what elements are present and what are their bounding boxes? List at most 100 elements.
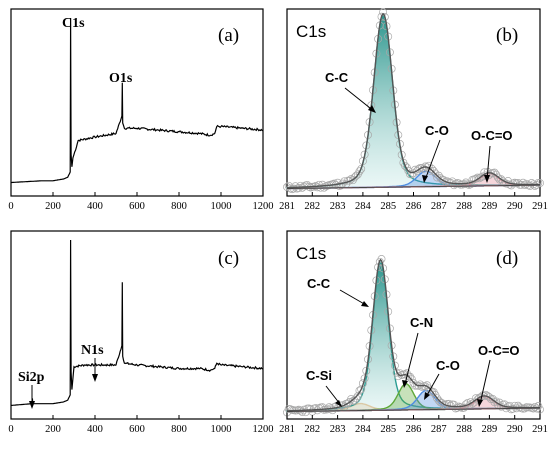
- panel-b-tick-label: 289: [482, 201, 498, 212]
- panel-b-tick-label: 284: [355, 201, 372, 212]
- panel-a: 0 200 400 600 800 1000 1200 (a) C1s O1s: [8, 8, 274, 212]
- panel-a-label-c1s: C1s: [62, 16, 85, 31]
- panel-b-tick-label: 285: [380, 201, 396, 212]
- panel-d-data-point: [471, 394, 480, 403]
- panel-c: 0 200 400 600 800 1000 1200 (c) Si2p N1s: [8, 230, 274, 435]
- panel-b-leader-ocoo: [486, 145, 491, 181]
- panel-d-tick-label: 286: [406, 424, 422, 435]
- panel-d-data-point: [466, 397, 475, 406]
- panel-c-tick-label: 1000: [211, 424, 232, 435]
- panel-b-data-point: [416, 163, 425, 172]
- panel-b-label-co: C-O: [425, 123, 449, 138]
- panel-a-tick-label: 1200: [253, 201, 274, 212]
- panel-a-tick-label: 200: [45, 201, 61, 212]
- panel-d-leader-csi: [325, 385, 341, 405]
- panel-c-tick-label: 0: [8, 424, 13, 435]
- panel-d-data-point: [360, 374, 369, 383]
- panel-c-tick-label: 200: [45, 424, 61, 435]
- panel-b-letter: (b): [496, 25, 518, 46]
- panel-d: 281 282 283 284 285 286 287 288 289 290 291 C1s (d…: [279, 230, 548, 435]
- panel-d-tick-label: 281: [279, 424, 295, 435]
- panel-d-data-point: [441, 400, 450, 409]
- panel-d-leader-ocoo-head: [477, 399, 483, 407]
- panel-d-data-point: [534, 402, 543, 410]
- panel-d-baseline: [287, 407, 541, 412]
- panel-d-data-point: [311, 404, 320, 413]
- panel-b-leader-co: [424, 139, 441, 181]
- panel-b-tick-label: 286: [406, 201, 422, 212]
- panel-d-letter: (d): [496, 248, 518, 269]
- panel-d-envelope: [287, 258, 540, 412]
- panel-c-label-si2p: Si2p: [18, 370, 45, 385]
- panel-d-raw-data: [283, 255, 544, 417]
- panel-b-tick-label: 287: [431, 201, 447, 212]
- panel-b-data-point: [473, 173, 482, 182]
- panel-b-title: C1s: [296, 22, 326, 41]
- panel-d-leader-ocoo: [479, 359, 491, 405]
- panel-d-leader-cc-head: [361, 301, 369, 307]
- panel-b-leader-ocoo-head: [484, 175, 490, 183]
- panel-b-tick-label: 281: [279, 201, 295, 212]
- panel-c-arrow-si2p-head: [29, 401, 35, 409]
- panel-d-leader-csi-head: [335, 400, 342, 407]
- panel-b-data-point: [379, 8, 388, 17]
- panel-d-data-point: [407, 375, 416, 384]
- panel-a-tick-label: 1000: [211, 201, 232, 212]
- panel-b-envelope: [287, 12, 540, 189]
- panel-d-data-point: [286, 405, 295, 414]
- panel-c-tick-label: 1200: [253, 424, 274, 435]
- panel-c-x-axis: 0 200 400 600 800 1000 1200: [8, 415, 274, 435]
- panel-d-tick-label: 283: [330, 424, 346, 435]
- panel-d-data-point: [536, 405, 544, 414]
- panel-d-tick-label: 288: [456, 424, 472, 435]
- panel-b-data-point: [519, 178, 528, 187]
- panel-b-x-axis: 281 282 283 284 285 286 287 288 289 290 291: [279, 192, 548, 212]
- panel-b-leader-co-head: [422, 175, 428, 183]
- panel-d-title: C1s: [296, 244, 326, 263]
- panel-d-data-point: [355, 386, 364, 395]
- panel-d-tick-label: 282: [304, 424, 320, 435]
- panel-d-data-point: [357, 385, 366, 394]
- panel-b-tick-label: 290: [507, 201, 523, 212]
- panel-b-baseline: [287, 184, 540, 189]
- panel-d-data-point: [444, 399, 453, 408]
- panel-d-tick-label: 291: [532, 424, 548, 435]
- panel-b-data-point: [429, 167, 438, 175]
- panel-d-leader-cc: [339, 289, 367, 306]
- panel-a-tick-label: 0: [8, 201, 13, 212]
- panel-d-data-point: [375, 257, 384, 266]
- panel-c-label-n1s: N1s: [81, 343, 104, 358]
- panel-c-spectrum: [11, 239, 264, 406]
- panel-d-leader-co: [425, 373, 440, 398]
- panel-d-leader-cn-head: [402, 380, 408, 388]
- panel-c-tick-label: 800: [171, 424, 187, 435]
- panel-b-data-point: [426, 166, 435, 175]
- panel-d-tick-label: 287: [431, 424, 447, 435]
- panel-c-letter: (c): [218, 248, 239, 269]
- panel-b-data-point: [536, 179, 544, 188]
- panel-b-tick-label: 288: [456, 201, 472, 212]
- panel-b-data-point: [421, 162, 430, 171]
- panel-a-tick-label: 800: [171, 201, 187, 212]
- panel-b-data-point: [414, 165, 423, 173]
- panel-d-label-csi: C-Si: [306, 368, 332, 383]
- panel-b-label-cc: C-C: [325, 70, 349, 85]
- panel-b-leader-cc-head: [368, 105, 376, 113]
- panel-c-tick-label: 400: [87, 424, 103, 435]
- panel-a-tick-label: 600: [129, 201, 145, 212]
- panel-b-tick-label: 282: [304, 201, 320, 212]
- panel-d-data-point: [453, 403, 462, 412]
- panel-c-tick-label: 600: [129, 424, 145, 435]
- panel-d-x-axis: 281 282 283 284 285 286 287 288 289 290 291: [279, 415, 548, 435]
- panel-b-data-point: [296, 181, 305, 190]
- panel-d-tick-label: 289: [482, 424, 498, 435]
- panel-a-spectrum: [11, 17, 264, 184]
- panel-a-letter: (a): [218, 25, 239, 46]
- panel-d-label-cn: C-N: [410, 315, 433, 330]
- panel-b-data-point: [313, 183, 322, 192]
- panel-b-data-point: [433, 173, 442, 182]
- panel-b-data-point: [439, 176, 448, 185]
- panel-d-data-point: [396, 369, 404, 378]
- panel-d-data-point: [347, 395, 356, 404]
